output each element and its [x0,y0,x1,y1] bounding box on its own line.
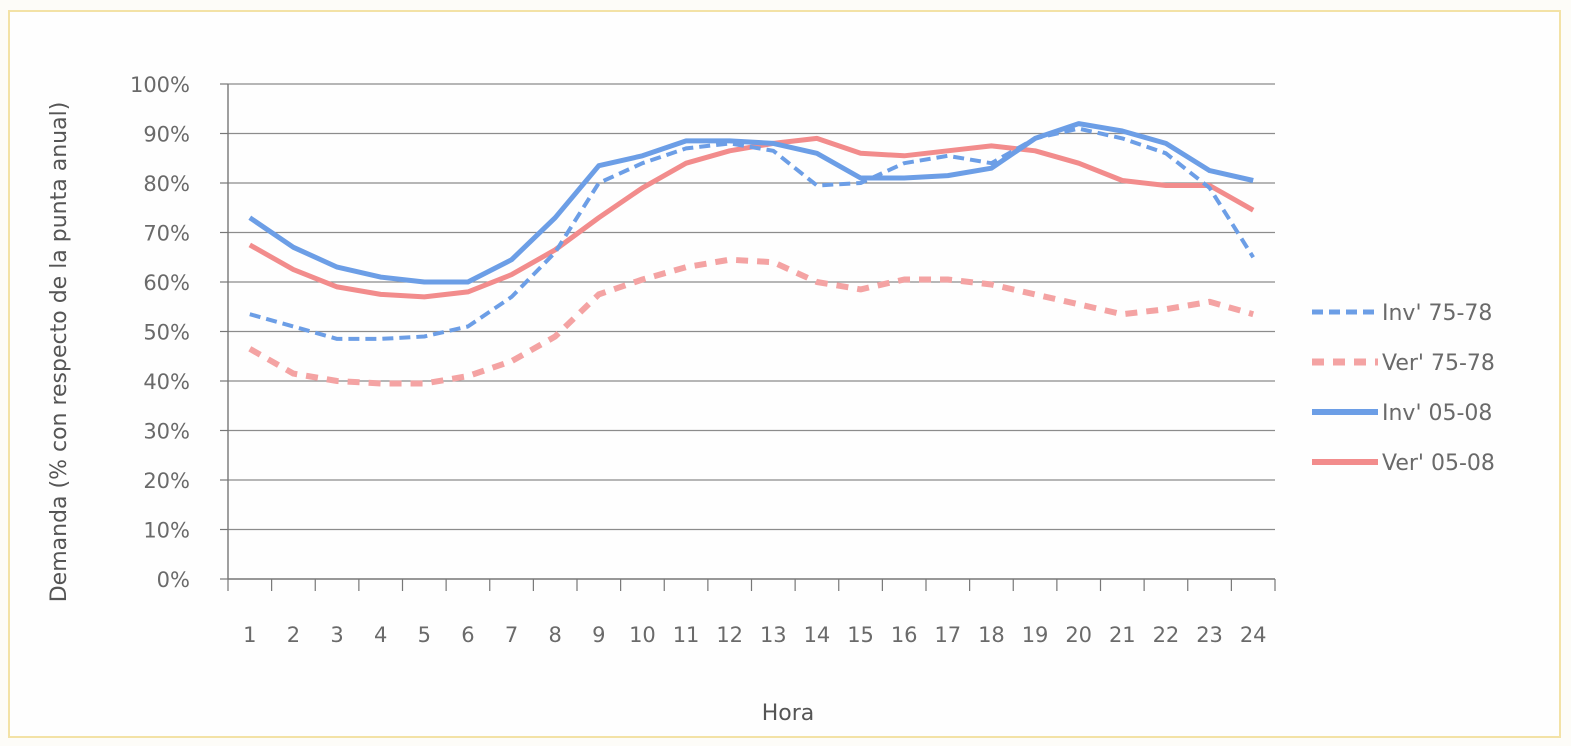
y-tick-label: 80% [143,172,190,196]
legend-label: Ver' 05-08 [1382,451,1495,476]
chart-frame [8,10,1561,738]
y-tick-label: 60% [143,271,190,295]
x-tick-label: 4 [374,623,387,647]
y-axis-title: Demanda (% con respecto de la punta anua… [47,102,72,603]
x-tick-label: 17 [934,623,961,647]
y-tick-label: 30% [143,420,190,444]
y-tick-label: 10% [143,519,190,543]
x-tick-label: 2 [287,623,300,647]
series-line-3 [248,135,1255,300]
x-tick-label: 15 [847,623,874,647]
x-tick-label: 11 [673,623,700,647]
x-tick-label: 22 [1153,623,1180,647]
x-tick-label: 18 [978,623,1005,647]
x-tick-label: 6 [461,623,474,647]
y-tick-label: 70% [143,222,190,246]
legend-label: Ver' 75-78 [1382,351,1495,376]
x-tick-label: 19 [1022,623,1049,647]
x-tick-label: 3 [330,623,343,647]
legend-label: Inv' 05-08 [1382,401,1492,426]
x-tick-label: 13 [760,623,787,647]
y-tick-label: 100% [130,73,190,97]
x-tick-label: 10 [629,623,656,647]
y-tick-label: 40% [143,370,190,394]
x-tick-label: 23 [1196,623,1223,647]
x-tick-label: 14 [804,623,831,647]
x-tick-label: 21 [1109,623,1136,647]
x-tick-label: 8 [549,623,562,647]
x-axis-title: Hora [762,701,815,726]
y-tick-label: 50% [143,321,190,345]
x-tick-label: 7 [505,623,518,647]
y-tick-label: 20% [143,469,190,493]
x-tick-label: 20 [1065,623,1092,647]
series-line-1 [248,256,1255,387]
x-tick-label: 5 [418,623,431,647]
x-tick-label: 16 [891,623,918,647]
series-line-2 [248,121,1254,285]
y-tick-label: 90% [143,123,190,147]
x-tick-label: 24 [1240,623,1267,647]
legend-label: Inv' 75-78 [1382,301,1492,326]
x-tick-label: 12 [716,623,743,647]
x-tick-label: 1 [243,623,256,647]
series-line-0 [249,126,1255,341]
y-tick-label: 0% [157,568,190,592]
x-tick-label: 9 [592,623,605,647]
